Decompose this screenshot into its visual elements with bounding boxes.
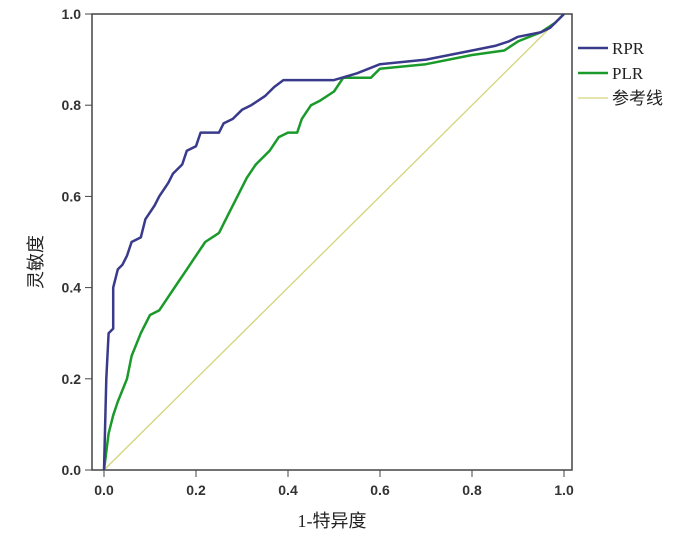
y-tick-label: 0.6 bbox=[62, 188, 82, 204]
y-axis-label: 灵敏度 bbox=[26, 235, 46, 289]
series-line-plr bbox=[102, 13, 565, 471]
legend: RPR PLR 参考线 bbox=[578, 39, 663, 108]
y-tick-label: 0.4 bbox=[62, 280, 82, 296]
x-tick-label: 0.2 bbox=[186, 482, 206, 498]
y-tick-label: 0.8 bbox=[62, 97, 82, 113]
x-tick-label: 0.0 bbox=[94, 482, 114, 498]
legend-label: PLR bbox=[612, 64, 644, 83]
x-tick-label: 0.4 bbox=[278, 482, 298, 498]
y-tick-label: 0.0 bbox=[62, 462, 82, 478]
x-tick-label: 0.8 bbox=[462, 482, 482, 498]
legend-label: RPR bbox=[612, 39, 645, 58]
legend-label: 参考线 bbox=[612, 89, 663, 108]
x-axis-label: 1-特异度 bbox=[298, 511, 367, 531]
series-line-rpr bbox=[102, 13, 565, 471]
x-tick-label: 0.6 bbox=[370, 482, 390, 498]
y-tick-label: 1.0 bbox=[62, 6, 82, 22]
x-tick-label: 1.0 bbox=[554, 482, 574, 498]
y-tick-label: 0.2 bbox=[62, 371, 82, 387]
plot-frame bbox=[91, 13, 573, 471]
series-line-reference bbox=[103, 13, 565, 471]
